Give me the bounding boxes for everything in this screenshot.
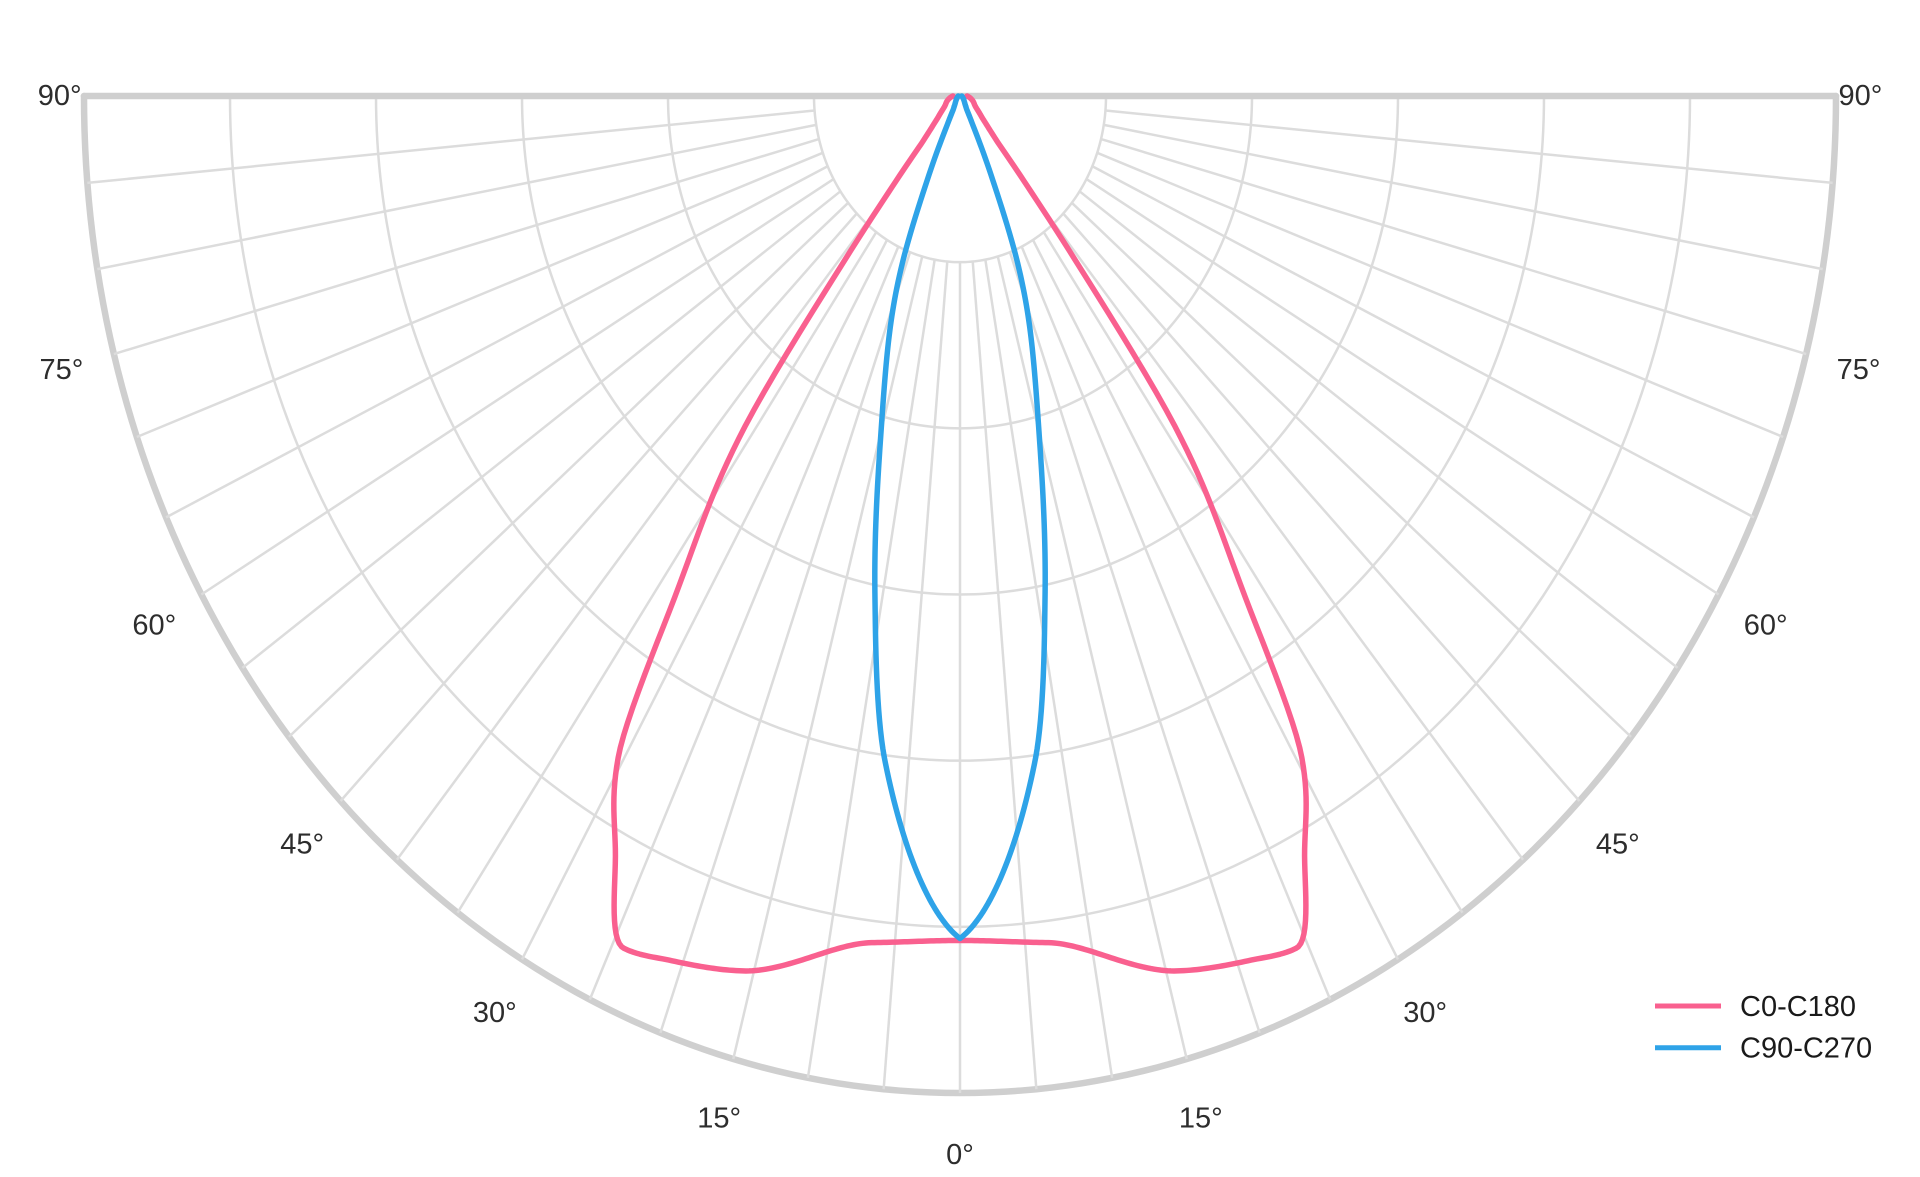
svg-text:C90-C270: C90-C270 <box>1740 1033 1872 1065</box>
svg-text:75°: 75° <box>1837 354 1881 386</box>
svg-text:45°: 45° <box>1596 829 1640 861</box>
svg-text:C0-C180: C0-C180 <box>1740 991 1856 1023</box>
svg-text:15°: 15° <box>697 1103 741 1135</box>
svg-text:90°: 90° <box>1838 80 1882 112</box>
svg-text:90°: 90° <box>38 80 82 112</box>
svg-text:15°: 15° <box>1179 1103 1223 1135</box>
svg-text:30°: 30° <box>1403 997 1447 1029</box>
svg-text:0°: 0° <box>946 1139 974 1171</box>
svg-text:60°: 60° <box>132 609 176 641</box>
svg-text:30°: 30° <box>473 997 517 1029</box>
svg-text:75°: 75° <box>39 354 83 386</box>
svg-text:45°: 45° <box>280 829 324 861</box>
svg-text:60°: 60° <box>1744 609 1788 641</box>
